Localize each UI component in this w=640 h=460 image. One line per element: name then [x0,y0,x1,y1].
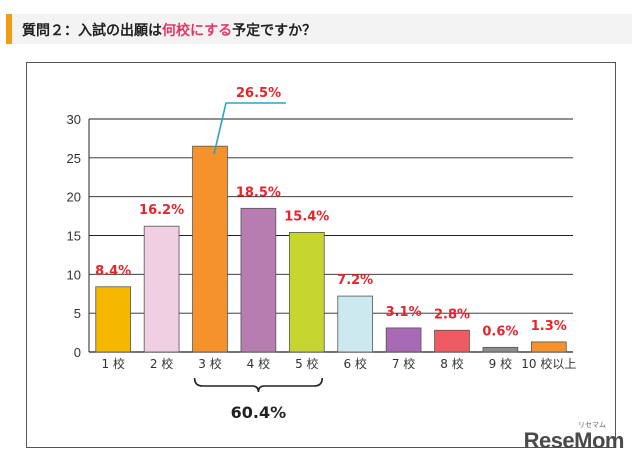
data-label: 8.4% [95,264,131,279]
data-label: 15.4% [284,209,329,224]
bar [434,329,470,353]
x-tick-label: 7 校 [392,356,415,371]
bar [95,286,132,353]
x-tick-label: 6 校 [343,356,366,371]
bar [385,327,422,353]
y-tick-label: 15 [67,229,81,244]
bracket [193,377,324,393]
x-tick-label: 4 校 [247,356,270,371]
data-label: 3.1% [386,305,422,320]
data-label: 26.5% [236,86,281,101]
x-tick-label: 8 校 [440,356,463,371]
x-tick-label: 9 校 [489,356,512,371]
x-tick-label: 5 校 [295,356,318,371]
x-tick-label: 2 校 [150,356,173,371]
question-title-pre: 質問２：入試の出願は [22,23,162,39]
question-header: 質問２：入試の出願は何校にする予定ですか？ [6,14,632,44]
bracket-label: 60.4% [231,403,287,422]
bar [337,295,374,353]
data-label: 16.2% [139,203,184,218]
x-tick-label: 1 校 [101,356,124,371]
data-label: 0.6% [482,324,518,339]
bar [530,341,567,353]
leader-line [213,102,286,155]
y-tick-label: 30 [67,112,81,127]
watermark-subtext: リセマム [578,421,606,429]
data-label: 18.5% [236,185,281,200]
bar [482,346,519,353]
x-tick-label: 10 校以上 [521,356,576,371]
data-label: 2.8% [434,307,470,322]
question-title-post: 予定ですか？ [232,23,317,39]
data-label: 7.2% [337,273,373,288]
resemom-logo: ReseMom [523,428,625,453]
question-title: 質問２：入試の出願は何校にする予定ですか？ [22,20,316,40]
chart-frame: 0 5 10 15 20 25 30 1 校 2 校 3 校 4 校 5 校 6 校 7 校 8 校 9 校 1… [26,62,616,448]
y-tick-label: 20 [67,190,81,205]
y-tick-label: 25 [67,151,81,166]
y-tick-label: 0 [74,345,81,360]
data-label: 1.3% [531,319,567,334]
bar [288,231,325,353]
bar [143,225,180,353]
question-title-highlight: 何校にする [162,23,233,39]
bar [240,207,277,353]
y-tick-label: 5 [74,306,81,321]
x-tick-label: 3 校 [198,356,221,371]
bar [192,145,228,353]
bar-chart: 0 5 10 15 20 25 30 1 校 2 校 3 校 4 校 5 校 6 校 7 校 8 校 9 校 1… [67,86,577,422]
y-tick-label: 10 [67,267,81,282]
